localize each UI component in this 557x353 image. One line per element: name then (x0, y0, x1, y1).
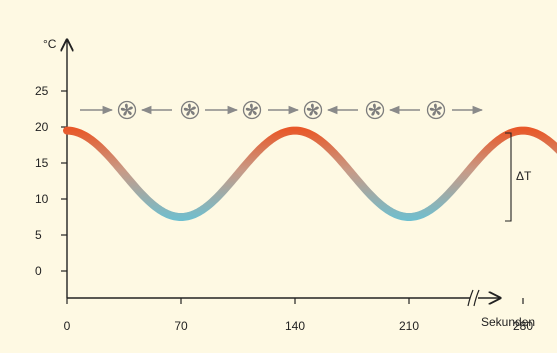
fan-blade (252, 106, 258, 110)
fan-blade (186, 110, 191, 116)
fan-blade (310, 103, 314, 110)
x-axis-ticks: 070140210280350420 (64, 298, 533, 333)
y-tick-label: 15 (35, 156, 49, 170)
axes (67, 40, 500, 307)
fan-ring (180, 100, 200, 120)
fan-blade (190, 106, 196, 110)
fan-hub (373, 108, 377, 112)
fan-blade (124, 103, 128, 110)
fan-blade (375, 110, 380, 116)
fan-ring (117, 100, 137, 120)
fan-hub (188, 108, 192, 112)
fan-ring (303, 100, 323, 120)
fan-blade (375, 106, 381, 110)
y-tick-label: 0 (35, 264, 42, 278)
x-axis-label: Sekunden (481, 315, 535, 329)
fan-blade (436, 106, 442, 110)
fan-blade (433, 103, 437, 110)
fan-blade (313, 110, 318, 116)
fan-blade (120, 107, 127, 111)
x-tick-label: 140 (285, 319, 305, 333)
fan-blade (368, 107, 375, 111)
y-axis-ticks: 0 5 10 15 20 25 (35, 84, 67, 278)
fan-blade (371, 110, 376, 116)
y-tick-label: 25 (35, 84, 49, 98)
fan-icon (180, 100, 200, 120)
fan-row (80, 100, 484, 120)
fan-blade (245, 107, 252, 111)
fan-ring (365, 100, 385, 120)
fan-blade (309, 110, 314, 116)
fan-blade (436, 110, 441, 116)
fan-icon (426, 100, 446, 120)
x-tick-label: 280 (513, 319, 533, 333)
fan-blade (249, 103, 253, 110)
fan-hub (311, 108, 315, 112)
axis-break-mark (473, 289, 480, 307)
fan-blade (248, 110, 253, 116)
fan-blade (127, 110, 132, 116)
y-axis-label: °C (43, 37, 57, 51)
delta-t-label: ΔT (516, 169, 532, 183)
axis-break-mark (467, 289, 474, 307)
fan-blade (432, 110, 437, 116)
fan-hub (250, 108, 254, 112)
fan-blade (252, 110, 257, 116)
fan-blade (123, 110, 128, 116)
fan-blade (183, 107, 190, 111)
fan-blade (190, 110, 195, 116)
fan-blade (313, 106, 319, 110)
y-tick-label: 20 (35, 120, 49, 134)
fan-blade (372, 103, 376, 110)
fan-icon (365, 100, 385, 120)
fan-icon (117, 100, 137, 120)
temperature-wave (63, 126, 557, 222)
y-tick-label: 10 (35, 192, 49, 206)
y-tick-label: 5 (35, 228, 42, 242)
fan-ring (242, 100, 262, 120)
delta-bracket (505, 132, 512, 222)
fan-hub (125, 108, 129, 112)
fan-ring (426, 100, 446, 120)
fan-icon (242, 100, 262, 120)
delta-bracket-line (505, 132, 512, 222)
fan-blade (187, 103, 191, 110)
fan-icon (303, 100, 323, 120)
fan-blade (429, 107, 436, 111)
fan-blade (127, 106, 133, 110)
fan-hub (434, 108, 438, 112)
fan-blade (306, 107, 313, 111)
x-tick-label: 0 (64, 319, 71, 333)
temperature-line (63, 126, 557, 222)
x-tick-label: 70 (174, 319, 188, 333)
x-tick-label: 210 (399, 319, 419, 333)
